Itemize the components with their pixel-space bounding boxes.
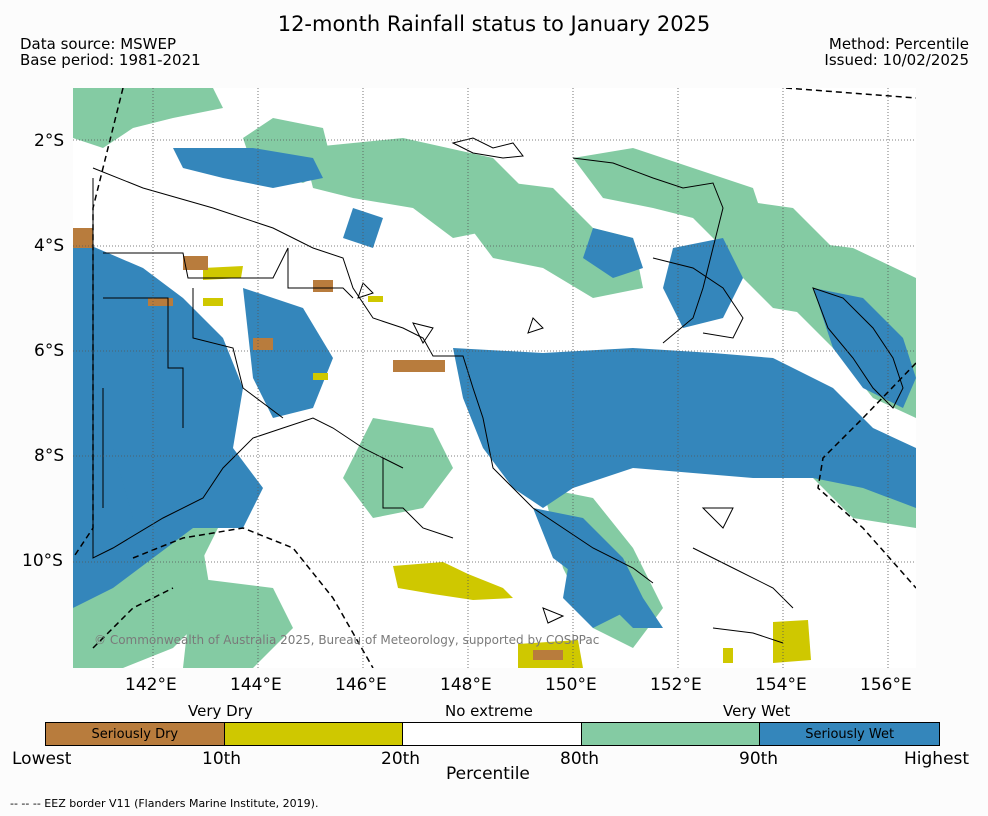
lon-label-152e: 152°E [650, 675, 702, 695]
lon-label-146e: 146°E [335, 675, 387, 695]
legend-tick-90th: 90th [739, 749, 779, 769]
legend-tick-lowest: Lowest [12, 749, 72, 769]
lat-label-10s: 10°S [22, 551, 63, 571]
lat-label-6s: 6°S [34, 341, 65, 361]
base-period: Base period: 1981-2021 [20, 51, 201, 69]
legend-seg-seriously-wet: Seriously Wet [760, 723, 939, 745]
map-canvas [73, 88, 916, 668]
lon-label-150e: 150°E [545, 675, 597, 695]
lon-label-154e: 154°E [755, 675, 807, 695]
seriously-dry-areas [73, 228, 563, 660]
issued-date: Issued: 10/02/2025 [824, 51, 969, 69]
lon-label-148e: 148°E [440, 675, 492, 695]
legend-axis-title: Percentile [446, 764, 530, 784]
legend-seg-label-seriously-dry: Seriously Dry [91, 726, 179, 742]
seriously-wet-areas [73, 148, 916, 628]
legend-very-wet-header: Very Wet [723, 702, 791, 720]
legend-tick-20th: 20th [381, 749, 421, 769]
legend-colorbar: Seriously Dry Seriously Wet [45, 722, 940, 746]
method: Method: Percentile [828, 35, 969, 53]
copyright-notice: © Commonwealth of Australia 2025, Bureau… [94, 633, 600, 647]
eez-footnote: -- -- -- EEZ border V11 (Flanders Marine… [10, 797, 319, 810]
legend-very-dry-header: Very Dry [188, 702, 253, 720]
legend-seg-very-dry [224, 723, 404, 745]
legend-tick-80th: 80th [560, 749, 600, 769]
data-source: Data source: MSWEP [20, 35, 177, 53]
legend-tick-10th: 10th [202, 749, 242, 769]
lat-label-2s: 2°S [34, 131, 65, 151]
legend-seg-no-extreme [403, 723, 582, 745]
legend-seg-label-seriously-wet: Seriously Wet [805, 726, 895, 742]
legend-seg-very-wet [581, 723, 761, 745]
very-dry-areas [203, 266, 811, 668]
lat-label-8s: 8°S [34, 446, 65, 466]
legend-seg-seriously-dry: Seriously Dry [46, 723, 225, 745]
legend-tick-highest: Highest [904, 749, 970, 769]
eez-borders [73, 88, 916, 668]
lon-label-142e: 142°E [125, 675, 177, 695]
lon-label-144e: 144°E [230, 675, 282, 695]
provincial-borders [102, 247, 454, 539]
graticule [73, 88, 916, 668]
lon-label-156e: 156°E [860, 675, 912, 695]
rainfall-map [73, 88, 916, 668]
legend-no-extreme-header: No extreme [445, 702, 533, 720]
map-title: 12-month Rainfall status to January 2025 [277, 12, 711, 36]
lat-label-4s: 4°S [34, 236, 65, 256]
